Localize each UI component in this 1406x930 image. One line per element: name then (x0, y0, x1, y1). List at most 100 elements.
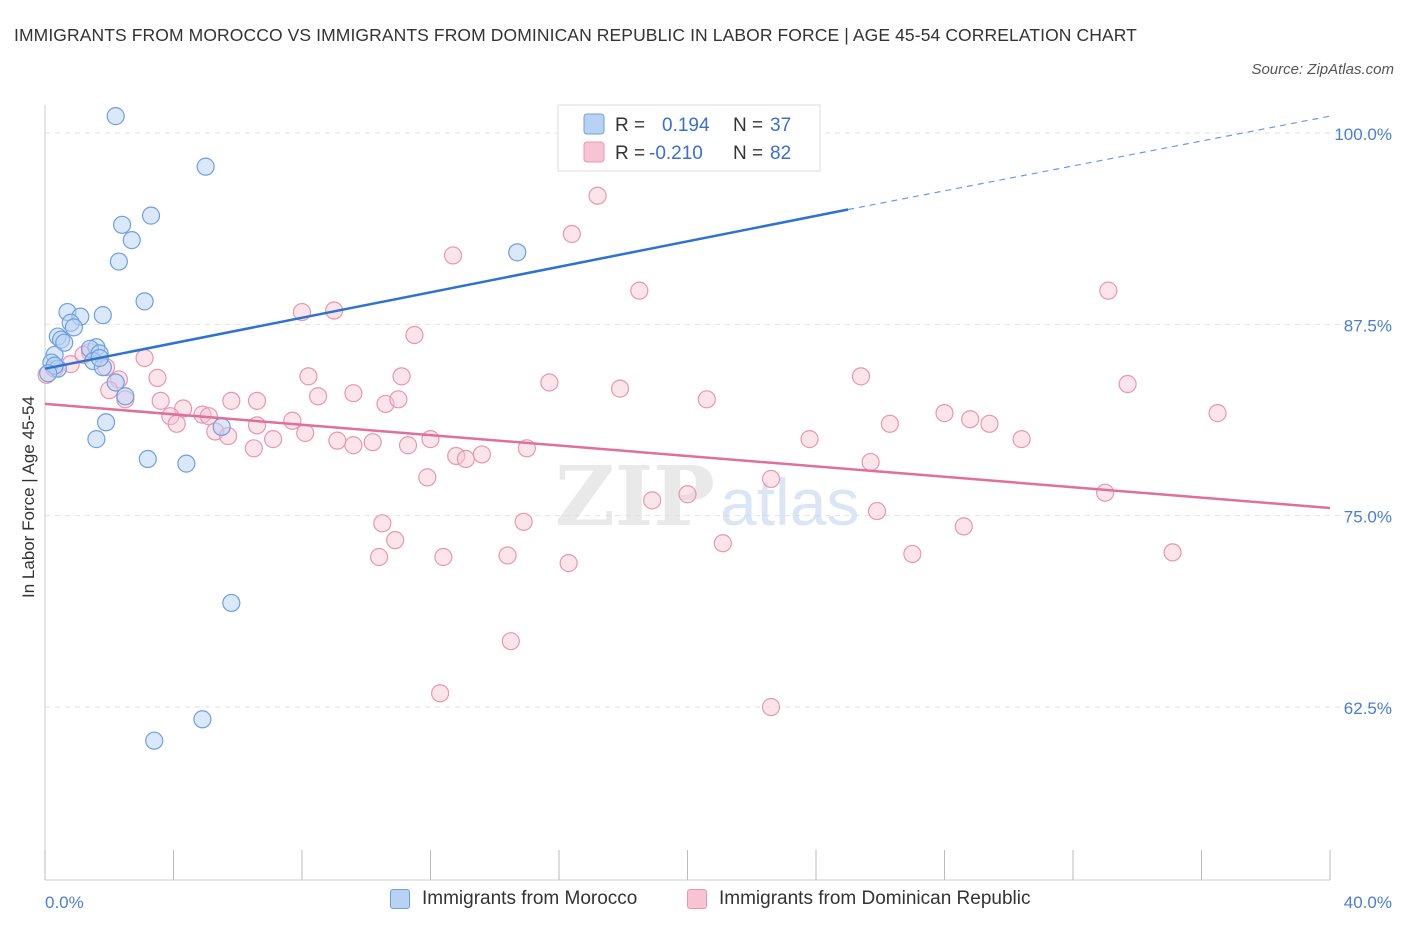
dominican-point (167, 414, 186, 433)
legend-label-morocco: Immigrants from Morocco (422, 888, 638, 909)
legend-item-morocco: Immigrants from Morocco (390, 888, 637, 910)
morocco-point (508, 243, 527, 262)
morocco-point (141, 206, 161, 225)
dominican-point (193, 405, 212, 424)
morocco-point (138, 449, 157, 469)
dominican-point (135, 348, 154, 368)
morocco-r-value: 0.194 (662, 115, 710, 136)
x-tick-label-min: 0.0% (45, 893, 84, 912)
dominican-swatch (583, 141, 605, 163)
dominican-point (980, 414, 999, 433)
dominican-point (935, 404, 954, 423)
watermark-zip: ZIP (555, 449, 715, 545)
morocco-point (64, 318, 84, 337)
series-legend: Immigrants from Morocco Immigrants from … (0, 888, 1406, 918)
dominican-point (151, 391, 170, 410)
dominican-point (851, 367, 871, 386)
morocco-point (222, 593, 241, 613)
dominican-point (392, 367, 411, 386)
dominican-point (363, 433, 382, 452)
legend-swatch-morocco (390, 889, 410, 909)
dominican-r-label: R = (615, 143, 645, 164)
morocco-point (109, 252, 128, 271)
morocco-point (39, 364, 58, 383)
dominican-point (562, 224, 581, 244)
dominican-point (344, 384, 363, 403)
morocco-point (193, 710, 212, 729)
legend-swatch-dominican (687, 889, 707, 909)
dominican-point (373, 514, 392, 533)
morocco-n-value: 37 (770, 115, 791, 136)
morocco-point (55, 333, 74, 352)
watermark-atlas: atlas (720, 465, 859, 539)
y-tick-label: 62.5% (1344, 699, 1392, 718)
dominican-point (1099, 281, 1118, 300)
morocco-point (212, 417, 231, 436)
dominican-point (713, 534, 732, 553)
dominican-point (370, 547, 389, 567)
dominican-point (389, 390, 408, 409)
morocco-point (96, 413, 116, 432)
dominican-point (954, 517, 973, 536)
dominican-n-value: 82 (770, 143, 791, 164)
morocco-trend-line (44, 208, 849, 370)
dominican-trend-line (44, 402, 1331, 510)
dominican-point (880, 414, 899, 433)
dominican-point (472, 445, 491, 464)
morocco-trend-extension (848, 115, 1331, 211)
morocco-r-label: R = (615, 115, 645, 136)
morocco-point (116, 387, 135, 406)
morocco-point (87, 430, 106, 449)
y-axis-label: In Labor Force | Age 45-54 (19, 396, 38, 598)
dominican-point (1096, 483, 1115, 502)
dominican-point (222, 391, 241, 410)
dominican-point (418, 468, 437, 487)
morocco-point (112, 215, 132, 234)
dominican-point (800, 430, 819, 449)
dominican-point (761, 697, 781, 717)
series-dominican-points (37, 186, 1227, 717)
dominican-point (678, 485, 697, 504)
axes (44, 105, 1331, 881)
source-label: Source: ZipAtlas.com (1251, 61, 1394, 78)
trend-lines (44, 115, 1331, 510)
dominican-point (588, 186, 607, 205)
dominican-point (498, 546, 517, 565)
dominican-point (697, 390, 716, 409)
dominican-point (540, 373, 559, 392)
dominican-point (1118, 374, 1137, 394)
stats-legend: R = 0.194 N = 37 R = -0.210 N = 82 (557, 104, 821, 172)
dominican-point (610, 379, 630, 398)
dominican-point (398, 436, 418, 455)
morocco-n-label: N = (733, 115, 763, 136)
morocco-point (106, 107, 125, 126)
y-tick-label: 87.5% (1344, 316, 1392, 335)
dominican-point (263, 430, 283, 449)
morocco-point (196, 157, 215, 176)
morocco-point (145, 731, 164, 750)
dominican-point (148, 368, 167, 387)
tick-labels: 62.5% 75.0% 87.5% 100.0% 0.0% 40.0% (45, 125, 1392, 912)
dominican-point (1163, 543, 1182, 562)
morocco-point (122, 231, 141, 250)
dominican-point (630, 281, 649, 300)
dominican-point (421, 430, 440, 449)
dominican-point (443, 246, 463, 265)
x-tick-label-max: 40.0% (1344, 893, 1392, 912)
dominican-point (308, 387, 328, 406)
series-morocco-points (39, 107, 527, 750)
chart-title: IMMIGRANTS FROM MOROCCO VS IMMIGRANTS FR… (14, 25, 1137, 45)
dominican-point (903, 544, 922, 564)
morocco-point (135, 292, 154, 311)
dominican-point (386, 531, 405, 550)
watermark: ZIP atlas (555, 449, 859, 545)
y-tick-label: 75.0% (1344, 508, 1392, 527)
dominican-point (328, 431, 347, 450)
dominican-point (643, 491, 662, 510)
dominican-point (456, 449, 475, 469)
morocco-point (177, 454, 196, 473)
dominican-r-value: -0.210 (649, 143, 703, 164)
dominican-n-label: N = (733, 143, 763, 164)
dominican-point (1012, 430, 1031, 449)
